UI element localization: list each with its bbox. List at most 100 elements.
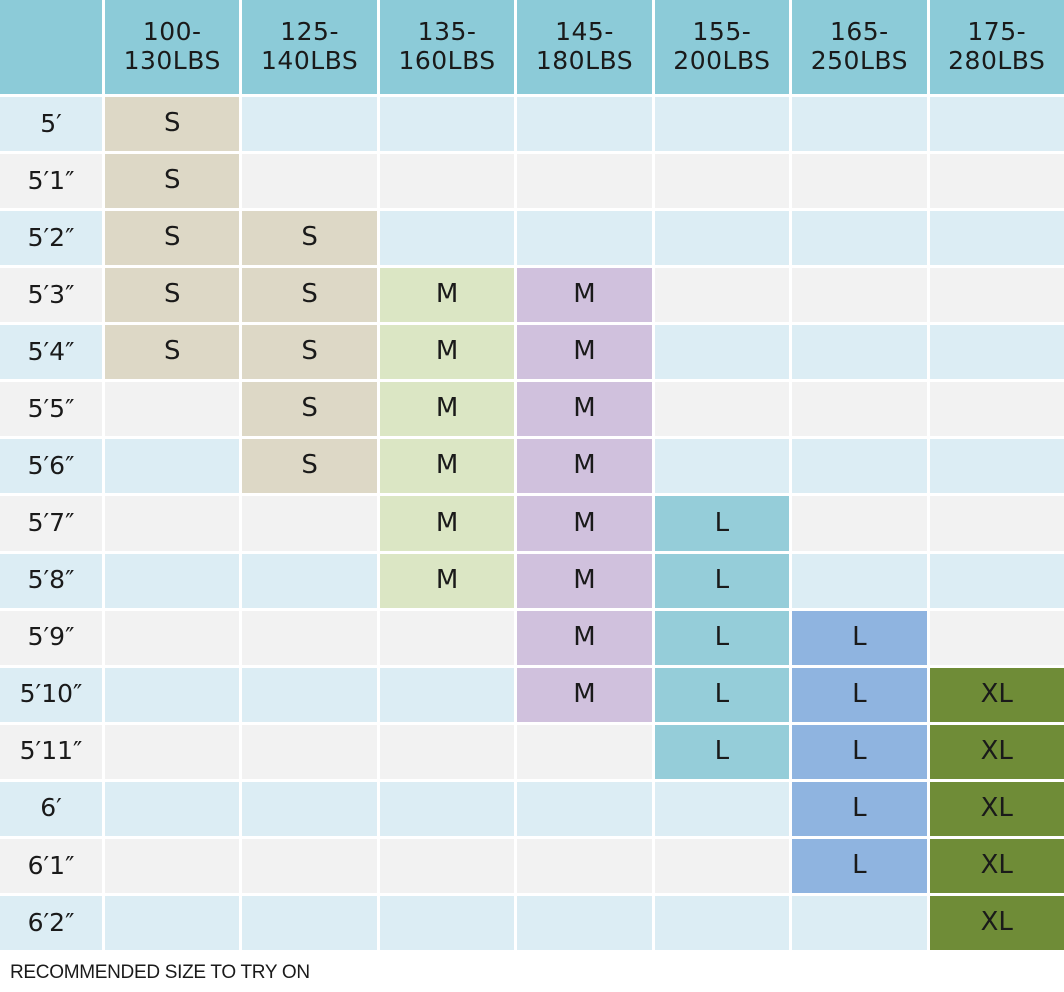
empty-cell [929,211,1064,266]
empty-cell [105,781,240,836]
size-cell: M [379,553,515,608]
size-cell: M [517,325,652,380]
size-cell: L [792,610,927,665]
size-cell: L [654,667,790,722]
empty-cell [105,667,240,722]
size-cell: M [379,325,515,380]
size-cell: M [517,553,652,608]
weight-column-header: 100- 130LBS [105,0,240,94]
size-cell: S [242,325,377,380]
empty-cell [517,781,652,836]
empty-cell [929,325,1064,380]
empty-cell [517,97,652,152]
height-label: 5′11″ [0,724,102,779]
height-label: 5′ [0,97,102,152]
empty-cell [929,97,1064,152]
size-cell: M [379,268,515,323]
size-cell: S [105,154,240,209]
empty-cell [242,553,377,608]
empty-cell [379,97,515,152]
empty-cell [654,154,790,209]
empty-cell [242,496,377,551]
size-cell: M [379,439,515,494]
size-cell: L [792,724,927,779]
empty-cell [792,268,927,323]
size-cell: M [517,610,652,665]
empty-cell [929,382,1064,437]
size-cell: L [792,667,927,722]
empty-cell [929,154,1064,209]
empty-cell [379,781,515,836]
empty-cell [792,97,927,152]
weight-column-header: 125- 140LBS [242,0,377,94]
empty-cell [929,610,1064,665]
height-label: 5′7″ [0,496,102,551]
empty-cell [517,895,652,950]
header-corner [0,0,102,94]
empty-cell [379,211,515,266]
size-cell: S [242,382,377,437]
height-label: 5′8″ [0,553,102,608]
empty-cell [242,97,377,152]
empty-cell [379,838,515,893]
empty-cell [654,211,790,266]
size-cell: M [379,382,515,437]
weight-column-header: 145- 180LBS [517,0,652,94]
size-cell: L [792,838,927,893]
size-cell: XL [929,781,1064,836]
empty-cell [792,553,927,608]
size-cell: S [105,97,240,152]
empty-cell [654,97,790,152]
empty-cell [105,724,240,779]
size-cell: S [242,268,377,323]
size-cell: L [654,496,790,551]
empty-cell [929,553,1064,608]
size-cell: L [792,781,927,836]
empty-cell [242,667,377,722]
size-cell: M [379,496,515,551]
size-cell: L [654,553,790,608]
empty-cell [242,724,377,779]
empty-cell [379,154,515,209]
weight-column-header: 155- 200LBS [654,0,790,94]
empty-cell [242,610,377,665]
weight-column-header: 165- 250LBS [792,0,927,94]
empty-cell [379,895,515,950]
size-cell: XL [929,667,1064,722]
height-label: 5′1″ [0,154,102,209]
size-cell: M [517,667,652,722]
size-cell: L [654,610,790,665]
footnote: RECOMMENDED SIZE TO TRY ON [10,962,310,983]
height-label: 5′10″ [0,667,102,722]
empty-cell [792,325,927,380]
empty-cell [105,439,240,494]
size-chart-table: 100- 130LBS 125- 140LBS 135- 160LBS 145- 180LBS… [0,0,1064,950]
empty-cell [517,211,652,266]
empty-cell [654,382,790,437]
empty-cell [242,895,377,950]
empty-cell [654,325,790,380]
size-cell: L [654,724,790,779]
height-label: 5′2″ [0,211,102,266]
size-cell: XL [929,838,1064,893]
empty-cell [379,610,515,665]
empty-cell [105,895,240,950]
empty-cell [929,439,1064,494]
size-cell: M [517,439,652,494]
height-label: 5′9″ [0,610,102,665]
empty-cell [929,268,1064,323]
height-label: 6′2″ [0,895,102,950]
empty-cell [929,496,1064,551]
empty-cell [654,268,790,323]
empty-cell [792,382,927,437]
height-label: 6′ [0,781,102,836]
empty-cell [379,724,515,779]
empty-cell [654,781,790,836]
size-cell: M [517,382,652,437]
size-cell: S [105,268,240,323]
empty-cell [792,439,927,494]
height-label: 5′5″ [0,382,102,437]
empty-cell [105,553,240,608]
empty-cell [379,667,515,722]
size-cell: M [517,496,652,551]
